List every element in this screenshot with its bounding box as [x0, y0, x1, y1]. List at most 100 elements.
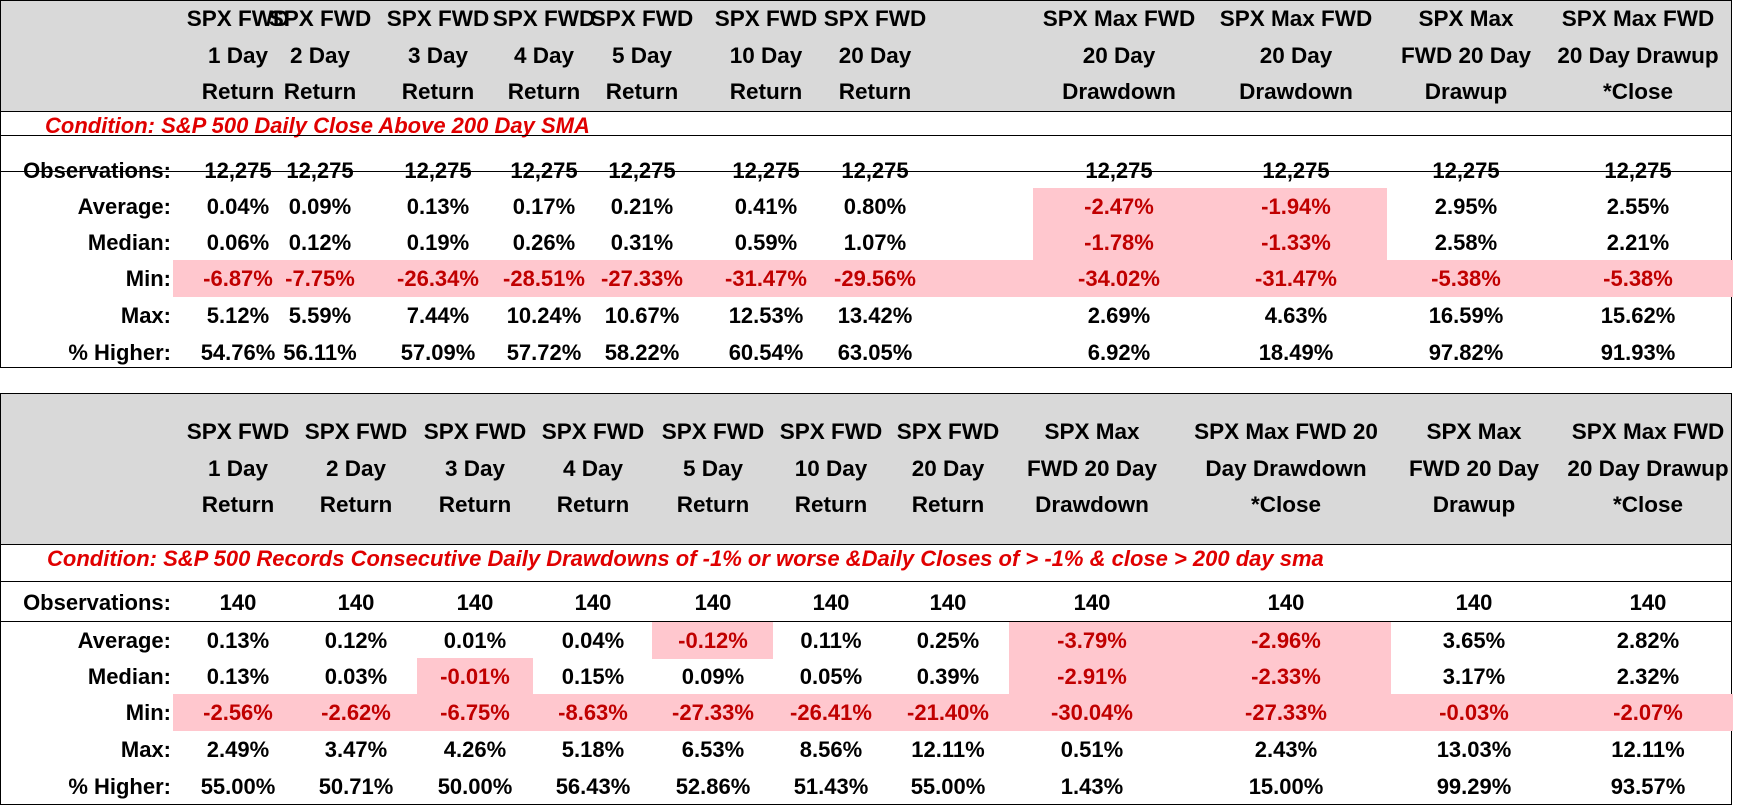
value-cell: 4.26%: [443, 737, 507, 762]
value-cell: 56.43%: [555, 774, 631, 799]
table-row-min: Min: -2.56% -2.62% -6.75% -8.63% -27.33% -26.4…: [1, 695, 1731, 731]
column-header-line: Day Drawdown: [1205, 455, 1367, 481]
value-cell: 0.17%: [512, 194, 576, 219]
value-cell: 18.49%: [1258, 340, 1334, 365]
value-cell: 12.53%: [728, 303, 804, 328]
highlight-band: [1009, 622, 1391, 695]
column-header-line: SPX Max: [1044, 419, 1140, 445]
column-header-line: 1 Day: [207, 455, 269, 481]
column-header: SPX FWD 1 Day Return: [138, 394, 338, 544]
column-header-line: SPX FWD: [541, 419, 645, 445]
value-cell: 3.17%: [1442, 664, 1506, 689]
value-cell: 0.13%: [206, 628, 270, 653]
column-header-line: 2 Day: [325, 455, 387, 481]
value-cell: 55.00%: [200, 774, 276, 799]
value-cell: -1.78%: [1084, 230, 1154, 255]
value-cell: 140: [694, 590, 732, 615]
column-header-line: Drawdown: [1239, 79, 1353, 105]
column-header-line: SPX FWD: [186, 419, 290, 445]
value-cell: 63.05%: [837, 340, 913, 365]
value-cell: 6.92%: [1087, 340, 1151, 365]
value-cell: 12,275: [1085, 158, 1153, 183]
value-cell: 50.00%: [437, 774, 513, 799]
column-header-line: SPX FWD: [896, 419, 1000, 445]
column-header-line: Return: [319, 492, 393, 518]
value-cell: 13.03%: [1436, 737, 1512, 762]
highlight-band: [417, 658, 533, 695]
value-cell: 2.69%: [1087, 303, 1151, 328]
value-cell: -31.47%: [1255, 266, 1337, 291]
value-cell: 0.09%: [288, 194, 352, 219]
value-cell: 10.24%: [506, 303, 582, 328]
column-header: SPX FWD 4 Day Return: [493, 394, 693, 544]
value-cell: -29.56%: [834, 266, 916, 291]
value-cell: 12.11%: [911, 737, 985, 762]
highlight-band: [173, 260, 1733, 297]
stats-table-1: SPX FWD 1 Day Return SPX FWD 2 Day Return SPX …: [0, 0, 1733, 371]
value-cell: -27.33%: [672, 700, 754, 725]
value-cell: 140: [929, 590, 967, 615]
column-header: SPX FWD 2 Day Return: [256, 394, 456, 544]
column-header-line: 20 Day Drawup: [1557, 42, 1719, 68]
column-header-line: FWD 20 Day: [1408, 455, 1540, 481]
value-cell: -31.47%: [725, 266, 807, 291]
row-label: Observations:: [23, 590, 171, 615]
column-header-line: Return: [507, 79, 581, 105]
value-cell: 52.86%: [675, 774, 751, 799]
value-cell: 57.09%: [400, 340, 476, 365]
column-header-line: SPX Max FWD: [1571, 419, 1725, 445]
value-cell: 0.03%: [324, 664, 388, 689]
column-header-line: SPX FWD: [661, 419, 765, 445]
value-cell: 0.06%: [206, 230, 270, 255]
value-cell: -30.04%: [1051, 700, 1133, 725]
value-cell: -0.12%: [678, 628, 748, 653]
value-cell: 1.07%: [843, 230, 907, 255]
value-cell: -34.02%: [1078, 266, 1160, 291]
column-header-line: 20 Day: [1082, 42, 1156, 68]
highlight-band: [1033, 188, 1387, 261]
value-cell: 2.32%: [1616, 664, 1680, 689]
column-header-line: Return: [838, 79, 912, 105]
column-header-line: SPX FWD: [823, 6, 927, 32]
value-cell: 50.71%: [318, 774, 394, 799]
value-cell: 140: [812, 590, 850, 615]
column-header-line: 20 Day: [1259, 42, 1333, 68]
stats-table-2: SPX FWD 1 Day Return SPX FWD 2 Day Return SPX …: [0, 393, 1733, 805]
column-header-line: SPX FWD: [714, 6, 818, 32]
column-header-line: SPX FWD: [590, 6, 694, 32]
value-cell: 60.54%: [728, 340, 804, 365]
table-header: SPX FWD 1 Day Return SPX FWD 2 Day Return SPX …: [1, 1, 1731, 112]
value-cell: -6.75%: [440, 700, 510, 725]
value-cell: -8.63%: [558, 700, 628, 725]
value-cell: 91.93%: [1600, 340, 1676, 365]
column-header: SPX FWD 2 Day Return: [220, 1, 420, 111]
column-header-line: SPX Max FWD: [1042, 6, 1196, 32]
column-header-line: SPX Max FWD: [1219, 6, 1373, 32]
value-cell: 8.56%: [799, 737, 863, 762]
row-label: Max:: [120, 737, 171, 762]
value-cell: 12,275: [510, 158, 578, 183]
column-header-line: Drawdown: [1062, 79, 1176, 105]
value-cell: -6.87%: [203, 266, 273, 291]
column-header-line: Return: [201, 492, 275, 518]
table-row-max: Max: 5.12% 5.59% 7.44% 10.24% 10.67% 12.53% 13.…: [1, 298, 1731, 334]
value-cell: 0.25%: [916, 628, 980, 653]
column-header-line: SPX FWD: [186, 6, 290, 32]
table-row-pct-higher: % Higher: 54.76% 56.11% 57.09% 57.72% 58.22% 6…: [1, 335, 1731, 371]
column-header-line: SPX Max: [1426, 419, 1522, 445]
column-header-line: 3 Day: [444, 455, 506, 481]
column-header-line: FWD 20 Day: [1026, 455, 1158, 481]
value-cell: 140: [1073, 590, 1111, 615]
value-cell: 140: [1629, 590, 1667, 615]
column-header: SPX FWD 20 Day Return: [775, 1, 975, 111]
value-cell: 0.31%: [610, 230, 674, 255]
value-cell: -0.01%: [440, 664, 510, 689]
table-row-average: Average: 0.13% 0.12% 0.01% 0.04% -0.12% 0.11% 0…: [1, 623, 1731, 659]
column-header: SPX Max FWD 20 Day Drawup: [1374, 394, 1574, 544]
row-label: Min:: [125, 266, 171, 291]
column-header-line: 3 Day: [407, 42, 469, 68]
column-header-line: 2 Day: [289, 42, 351, 68]
condition-text: Condition: S&P 500 Daily Close Above 200…: [45, 113, 590, 138]
column-header: SPX FWD 5 Day Return: [613, 394, 813, 544]
column-header-line: 4 Day: [513, 42, 575, 68]
